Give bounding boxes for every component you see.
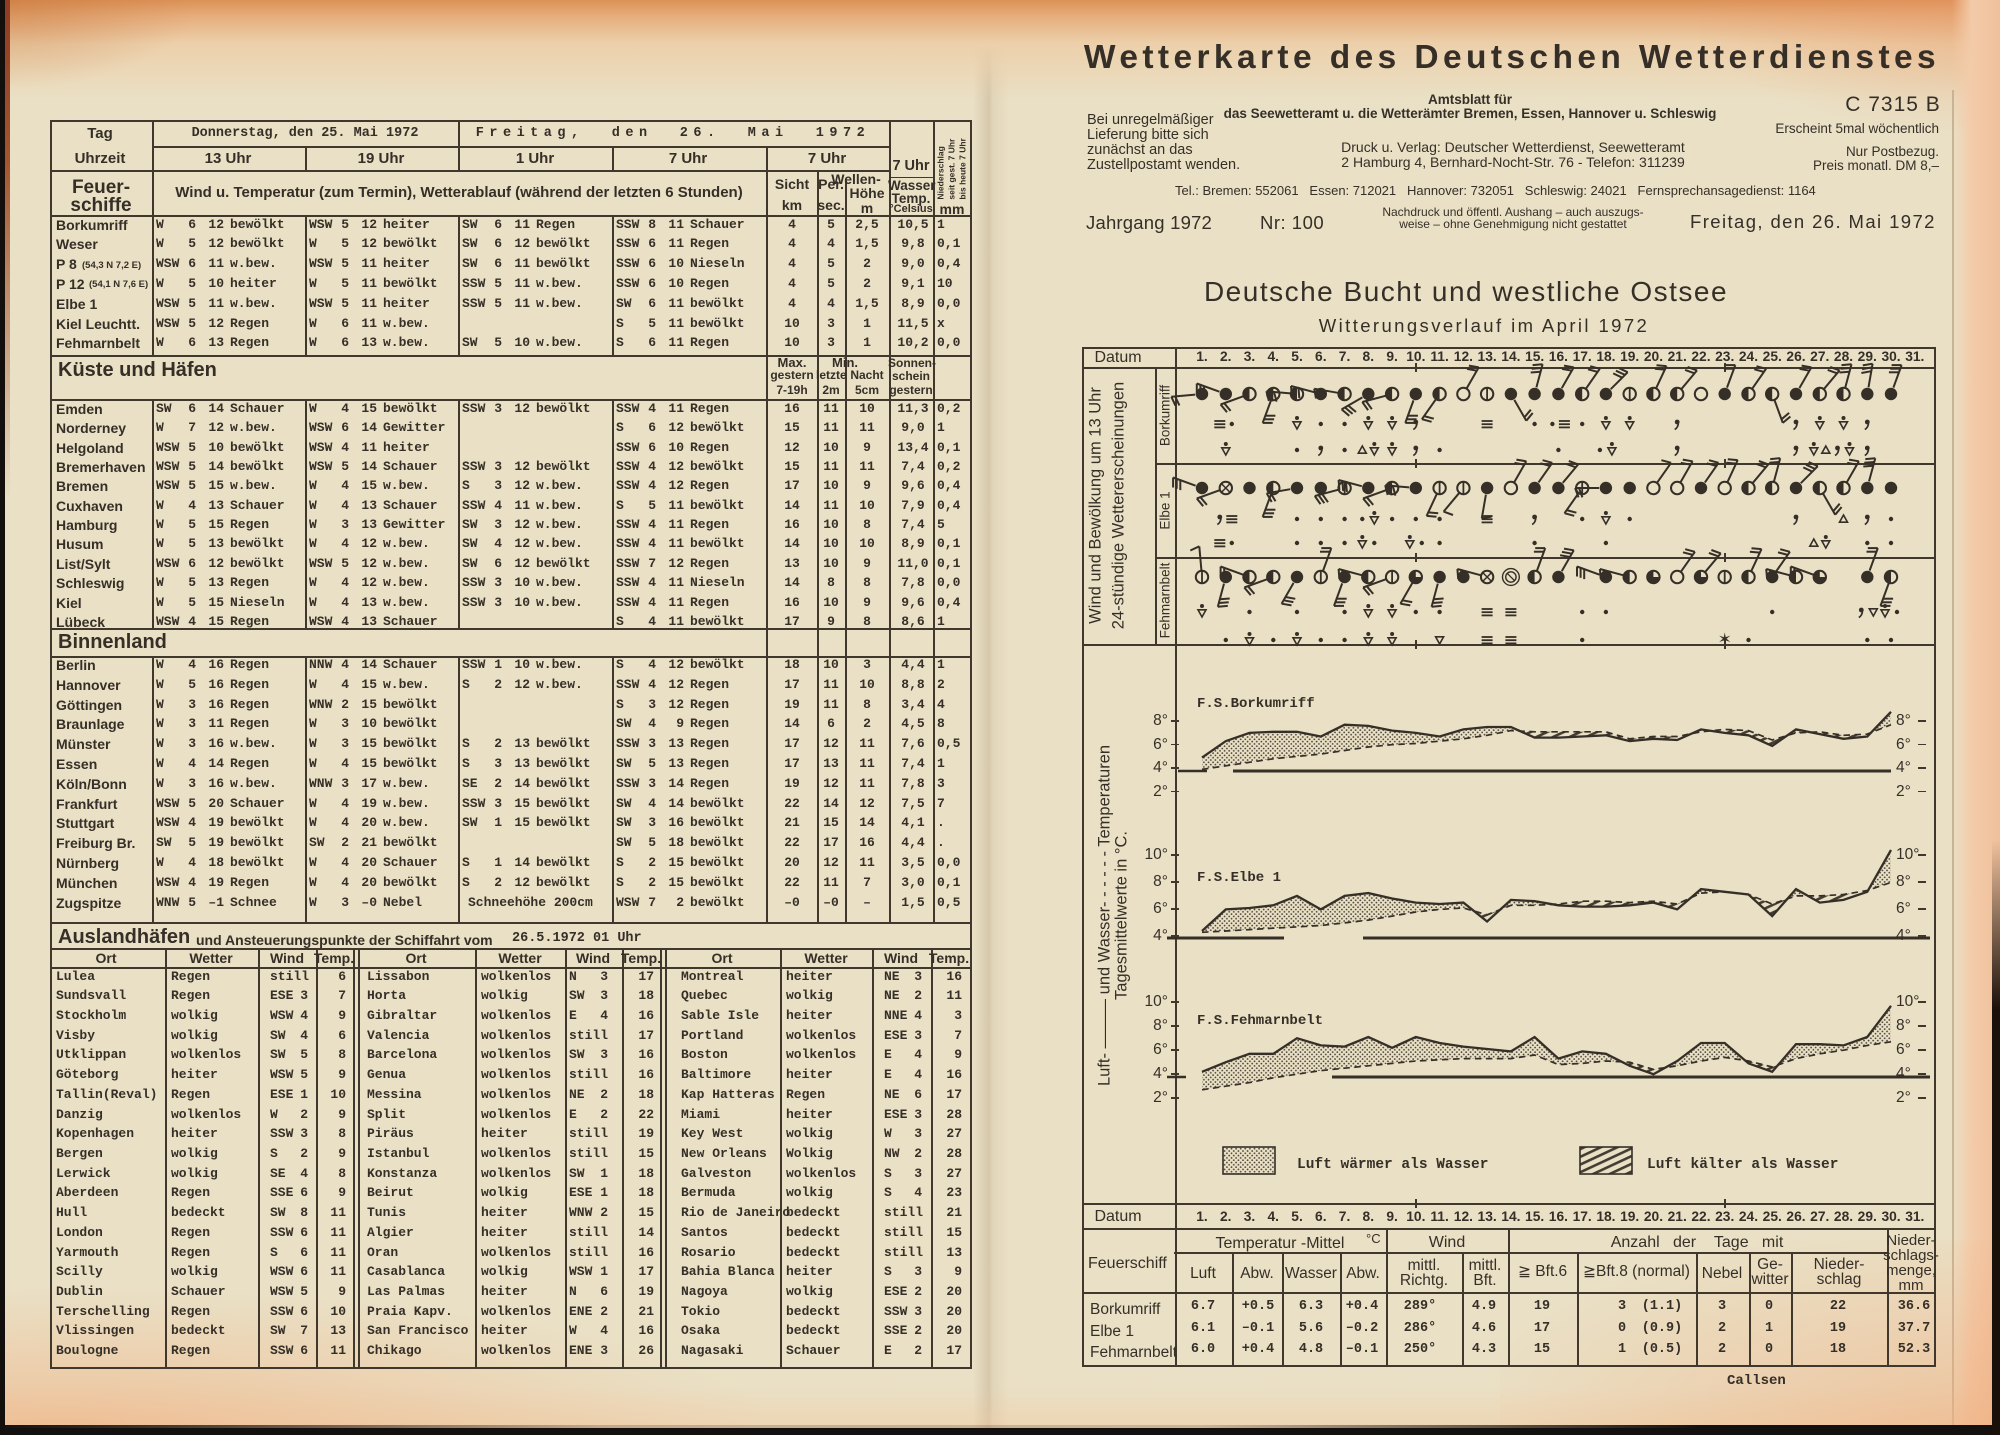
svg-text:✶: ✶ bbox=[1718, 630, 1732, 649]
